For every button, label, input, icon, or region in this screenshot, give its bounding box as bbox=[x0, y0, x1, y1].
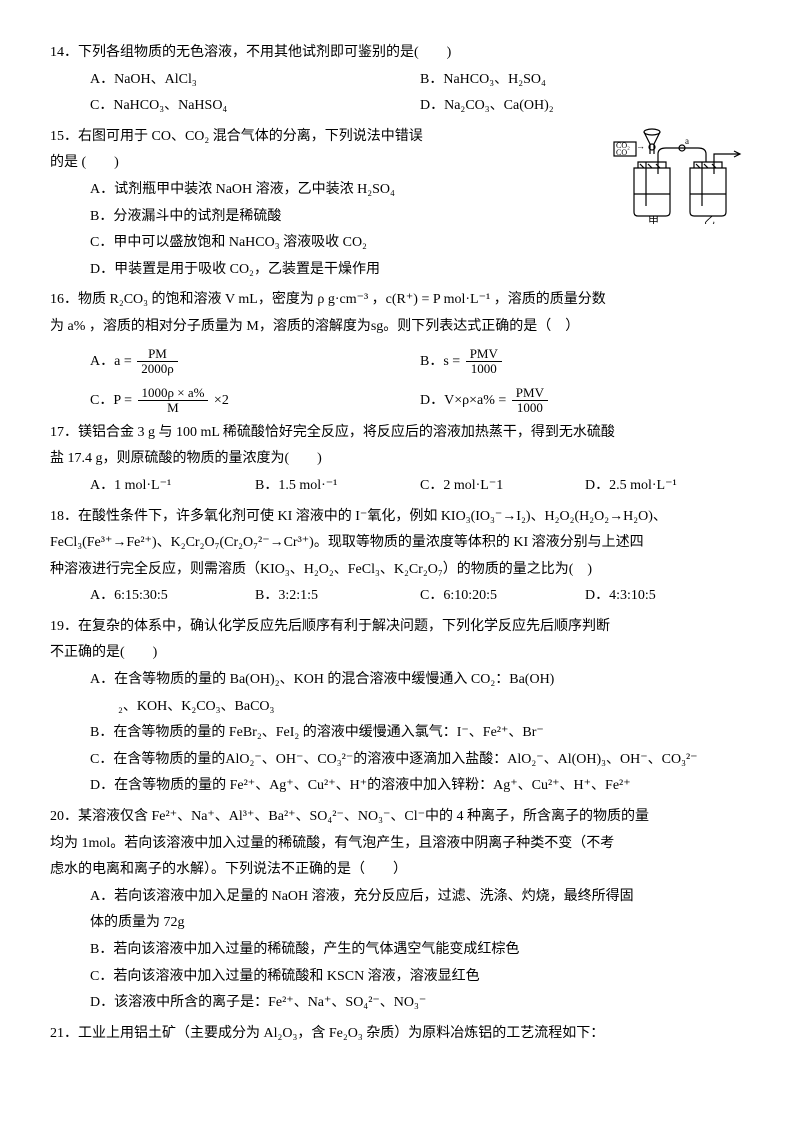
q14-opt-d: D．Na₂CO₃、Ca(OH)₂ bbox=[420, 93, 750, 120]
svg-text:a: a bbox=[685, 136, 689, 146]
diagram-label-jia: 甲 bbox=[648, 215, 659, 224]
q14-opt-a: A．NaOH、AlCl₃ bbox=[90, 67, 420, 94]
q19-opt-b: B．在含等物质的量的 FeBr₂、FeI₂ 的溶液中缓慢通入氯气：I⁻、Fe²⁺… bbox=[90, 720, 750, 747]
q16-row2: C．P = 1000ρ × a%M ×2 D．V×ρ×a% = PMV1000 bbox=[90, 386, 750, 416]
q16-opt-c: C．P = 1000ρ × a%M ×2 bbox=[90, 386, 420, 416]
q18-opt-a: A．6:15:30:5 bbox=[90, 583, 255, 610]
q14-opt-c: C．NaHCO₃、NaHSO₄ bbox=[90, 93, 420, 120]
q18-opt-b: B．3:2:1:5 bbox=[255, 583, 420, 610]
q18-opt-c: C．6:10:20:5 bbox=[420, 583, 585, 610]
q16-stem2: 为 a% ，溶质的相对分子质量为 M，溶质的溶解度为sg。则下列表达式正确的是（… bbox=[50, 314, 750, 341]
q16-stem: 16．物质 R₂CO₃ 的饱和溶液 V mL，密度为 ρ g·cm⁻³ ，c(R… bbox=[50, 287, 750, 314]
q18-stem3: 种溶液进行完全反应，则需溶质（KIO₃、H₂O₂、FeCl₃、K₂Cr₂O₇）的… bbox=[50, 557, 750, 584]
question-15: CO₂ CO → a 甲 乙 15．右图可用于 CO、CO₂ 混合气体的分离，下… bbox=[50, 124, 750, 284]
q17-opt-d: D．2.5 mol·L⁻¹ bbox=[585, 473, 750, 500]
q17-stem2: 盐 17.4 g，则原硫酸的物质的量浓度为( ) bbox=[50, 446, 750, 473]
question-17: 17．镁铝合金 3 g 与 100 mL 稀硫酸恰好完全反应，将反应后的溶液加热… bbox=[50, 420, 750, 500]
q14-opt-b: B．NaHCO₃、H₂SO₄ bbox=[420, 67, 750, 94]
diagram-label-co: CO bbox=[616, 148, 627, 157]
q20-stem3: 虑水的电离和离子的水解）。下列说法不正确的是（ ） bbox=[50, 857, 750, 884]
q16-opt-a: A．a = PM2000ρ bbox=[90, 347, 420, 377]
q16-opt-b: B．s = PMV1000 bbox=[420, 347, 750, 377]
q19-opt-c: C．在含等物质的量的AlO₂⁻、OH⁻、CO₃²⁻的溶液中逐滴加入盐酸：AlO₂… bbox=[90, 747, 750, 774]
q20-opt-a1: A．若向该溶液中加入足量的 NaOH 溶液，充分反应后，过滤、洗涤、灼烧，最终所… bbox=[90, 884, 750, 911]
q20-opt-b: B．若向该溶液中加入过量的稀硫酸，产生的气体遇空气能变成红棕色 bbox=[90, 937, 750, 964]
question-14: 14．下列各组物质的无色溶液，不用其他试剂即可鉴别的是( ) A．NaOH、Al… bbox=[50, 40, 750, 120]
q19-opt-a2: ₂、KOH、K₂CO₃、BaCO₃ bbox=[90, 694, 750, 721]
q17-stem: 17．镁铝合金 3 g 与 100 mL 稀硫酸恰好完全反应，将反应后的溶液加热… bbox=[50, 420, 750, 447]
q17-opt-a: A．1 mol·L⁻¹ bbox=[90, 473, 255, 500]
q21-stem: 21．工业上用铝土矿（主要成分为 Al₂O₃，含 Fe₂O₃ 杂质）为原料冶炼铝… bbox=[50, 1021, 750, 1048]
q16-opt-d: D．V×ρ×a% = PMV1000 bbox=[420, 386, 750, 416]
q20-opt-c: C．若向该溶液中加入过量的稀硫酸和 KSCN 溶液，溶液显红色 bbox=[90, 964, 750, 991]
question-18: 18．在酸性条件下，许多氧化剂可使 KI 溶液中的 I⁻氧化，例如 KIO₃(I… bbox=[50, 504, 750, 610]
question-21: 21．工业上用铝土矿（主要成分为 Al₂O₃，含 Fe₂O₃ 杂质）为原料冶炼铝… bbox=[50, 1021, 750, 1048]
q17-opt-b: B．1.5 mol·⁻¹ bbox=[255, 473, 420, 500]
apparatus-diagram: CO₂ CO → a 甲 乙 bbox=[610, 124, 750, 235]
q18-opt-d: D．4:3:10:5 bbox=[585, 583, 750, 610]
q19-opt-a1: A．在含等物质的量的 Ba(OH)₂、KOH 的混合溶液中缓慢通入 CO₂：Ba… bbox=[90, 667, 750, 694]
q20-stem: 20．某溶液仅含 Fe²⁺、Na⁺、Al³⁺、Ba²⁺、SO₄²⁻、NO₃⁻、C… bbox=[50, 804, 750, 831]
q14-stem: 14．下列各组物质的无色溶液，不用其他试剂即可鉴别的是( ) bbox=[50, 40, 750, 67]
q17-opt-c: C．2 mol·L⁻1 bbox=[420, 473, 585, 500]
question-20: 20．某溶液仅含 Fe²⁺、Na⁺、Al³⁺、Ba²⁺、SO₄²⁻、NO₃⁻、C… bbox=[50, 804, 750, 1017]
q19-stem: 19．在复杂的体系中，确认化学反应先后顺序有利于解决问题，下列化学反应先后顺序判… bbox=[50, 614, 750, 641]
q18-opts: A．6:15:30:5 B．3:2:1:5 C．6:10:20:5 D．4:3:… bbox=[90, 583, 750, 610]
q18-stem2: FeCl₃(Fe³⁺→Fe²⁺)、K₂Cr₂O₇(Cr₂O₇²⁻→Cr³⁺)。现… bbox=[50, 530, 750, 557]
q20-stem2: 均为 1mol。若向该溶液中加入过量的稀硫酸，有气泡产生，且溶液中阴离子种类不变… bbox=[50, 831, 750, 858]
q15-opt-d: D．甲装置是用于吸收 CO₂，乙装置是干燥作用 bbox=[90, 257, 750, 284]
question-19: 19．在复杂的体系中，确认化学反应先后顺序有利于解决问题，下列化学反应先后顺序判… bbox=[50, 614, 750, 800]
q20-opt-d: D．该溶液中所含的离子是：Fe²⁺、Na⁺、SO₄²⁻、NO₃⁻ bbox=[90, 990, 750, 1017]
diagram-label-yi: 乙 bbox=[704, 214, 715, 224]
q20-opt-a2: 体的质量为 72g bbox=[90, 910, 750, 937]
q19-opts: A．在含等物质的量的 Ba(OH)₂、KOH 的混合溶液中缓慢通入 CO₂：Ba… bbox=[50, 667, 750, 800]
q20-opts: A．若向该溶液中加入足量的 NaOH 溶液，充分反应后，过滤、洗涤、灼烧，最终所… bbox=[50, 884, 750, 1017]
q14-row2: C．NaHCO₃、NaHSO₄ D．Na₂CO₃、Ca(OH)₂ bbox=[90, 93, 750, 120]
q17-opts: A．1 mol·L⁻¹ B．1.5 mol·⁻¹ C．2 mol·L⁻1 D．2… bbox=[90, 473, 750, 500]
q19-stem2: 不正确的是( ) bbox=[50, 640, 750, 667]
q16-row1: A．a = PM2000ρ B．s = PMV1000 bbox=[90, 347, 750, 377]
q18-stem: 18．在酸性条件下，许多氧化剂可使 KI 溶液中的 I⁻氧化，例如 KIO₃(I… bbox=[50, 504, 750, 531]
q19-opt-d: D．在含等物质的量的 Fe²⁺、Ag⁺、Cu²⁺、H⁺的溶液中加入锌粉：Ag⁺、… bbox=[90, 773, 750, 800]
svg-text:→: → bbox=[636, 141, 645, 151]
question-16: 16．物质 R₂CO₃ 的饱和溶液 V mL，密度为 ρ g·cm⁻³ ，c(R… bbox=[50, 287, 750, 415]
q14-row1: A．NaOH、AlCl₃ B．NaHCO₃、H₂SO₄ bbox=[90, 67, 750, 94]
